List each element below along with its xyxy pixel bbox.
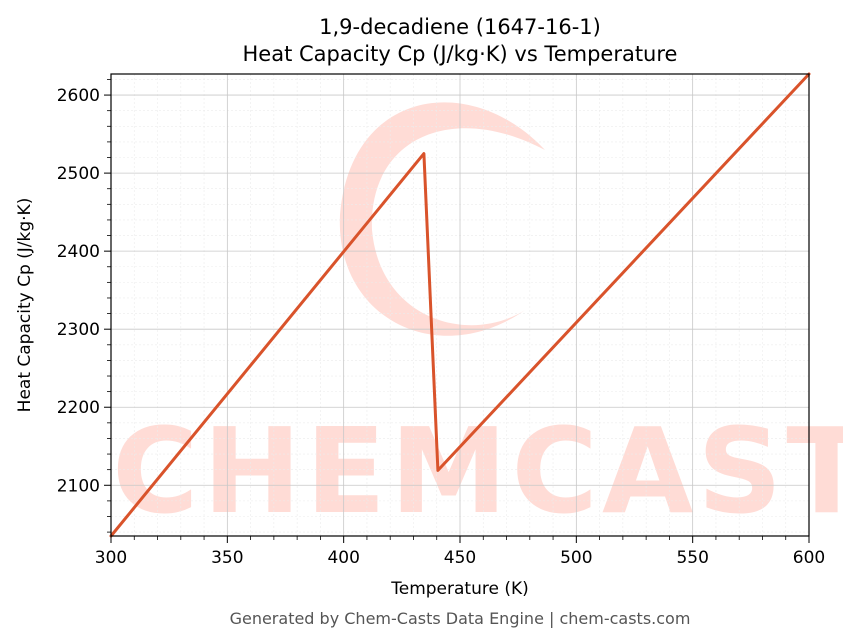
watermark-swoosh-icon bbox=[339, 102, 545, 336]
chart-title: 1,9-decadiene (1647-16-1) bbox=[319, 15, 601, 39]
x-tick-label: 300 bbox=[95, 548, 127, 568]
x-tick-label: 600 bbox=[793, 548, 825, 568]
y-tick-label: 2400 bbox=[57, 242, 100, 262]
series-layer bbox=[109, 72, 811, 538]
x-tick-label: 450 bbox=[444, 548, 476, 568]
footer-credit: Generated by Chem-Casts Data Engine | ch… bbox=[230, 609, 691, 628]
chart-subtitle: Heat Capacity Cp (J/kg·K) vs Temperature bbox=[243, 42, 678, 66]
x-tick-label: 550 bbox=[676, 548, 708, 568]
y-tick-label: 2600 bbox=[57, 86, 100, 106]
watermark: CHEMCASTS bbox=[112, 102, 843, 540]
x-tick-label: 500 bbox=[560, 548, 592, 568]
y-tick-label: 2200 bbox=[57, 398, 100, 418]
x-tick-label: 350 bbox=[211, 548, 243, 568]
y-tick-label: 2300 bbox=[57, 320, 100, 340]
x-axis-label: Temperature (K) bbox=[390, 579, 529, 599]
x-tick-label: 400 bbox=[327, 548, 359, 568]
y-axis-label: Heat Capacity Cp (J/kg·K) bbox=[15, 198, 35, 413]
watermark-text: CHEMCASTS bbox=[112, 402, 843, 540]
y-axis-ticks: 2100 2200 2300 2400 2500 2600 bbox=[57, 79, 111, 533]
series-line bbox=[109, 72, 811, 538]
y-tick-label: 2100 bbox=[57, 476, 100, 496]
y-tick-label: 2500 bbox=[57, 164, 100, 184]
x-axis-ticks: 300 350 400 450 500 550 600 bbox=[95, 536, 825, 568]
